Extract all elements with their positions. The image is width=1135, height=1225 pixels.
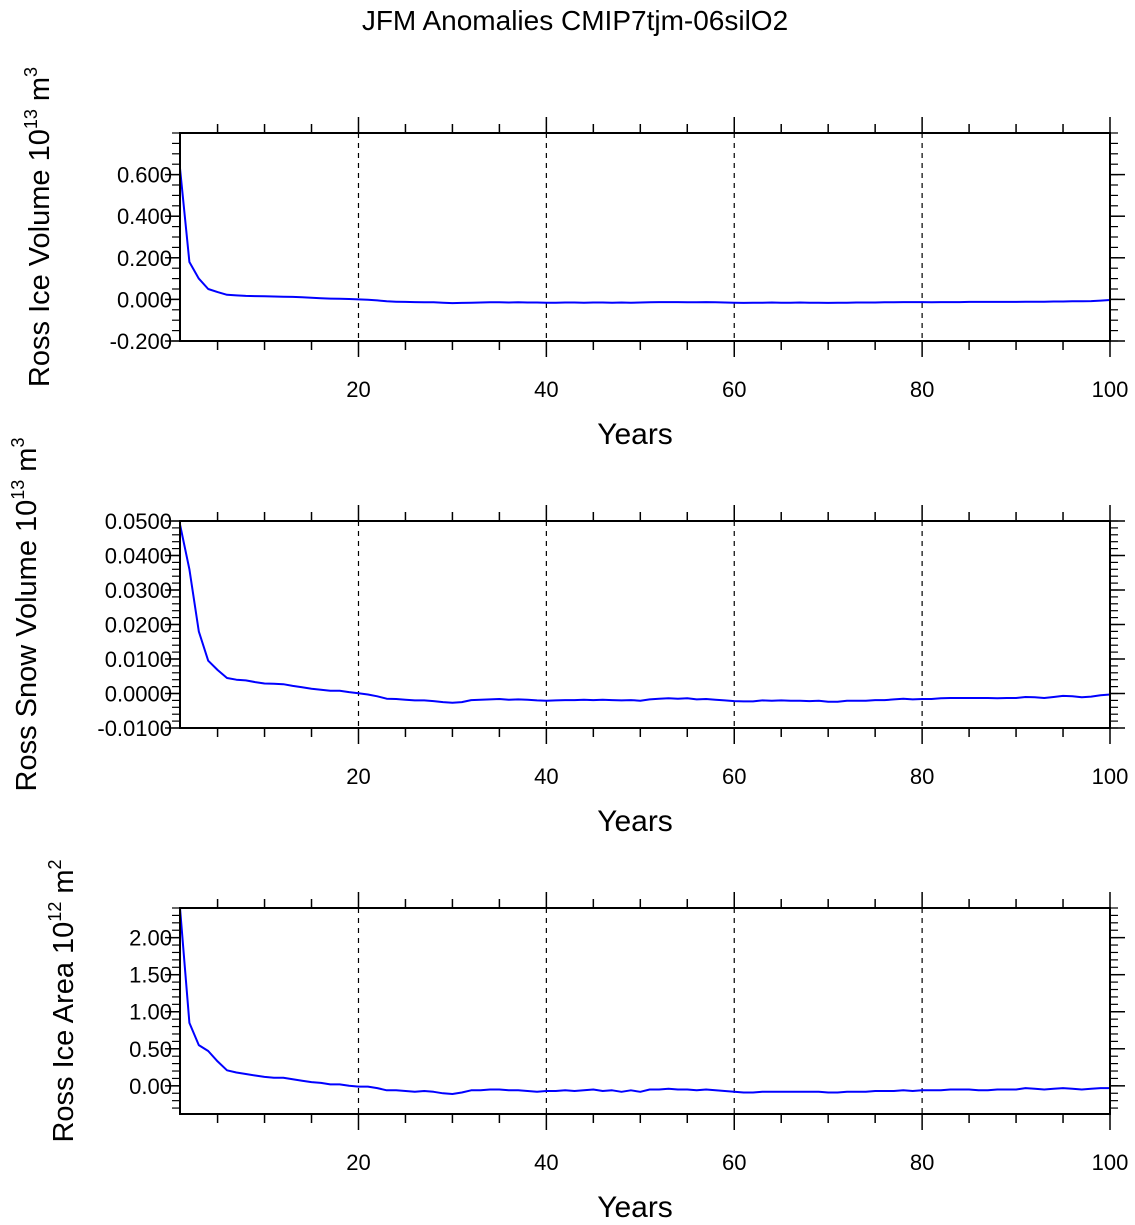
plot-frame [179, 132, 1111, 342]
y-tick-label: 0.50 [129, 1037, 172, 1062]
x-tick-label: 20 [346, 377, 370, 402]
series-line [179, 168, 1111, 305]
y-tick-label: 2.00 [129, 926, 172, 951]
y-tick-label: 1.00 [129, 1000, 172, 1025]
y-tick-label: 0.600 [117, 163, 172, 188]
y-tick-label: 0.0300 [105, 578, 172, 603]
x-tick-label: 100 [1092, 1150, 1129, 1175]
x-axis-label: Years [597, 418, 673, 451]
series-line [179, 907, 1110, 1095]
x-tick-label: 80 [910, 377, 934, 402]
x-tick-label: 40 [534, 764, 558, 789]
x-tick-label: 80 [910, 764, 934, 789]
plot-frame [179, 520, 1111, 729]
x-tick-label: 40 [534, 1150, 558, 1175]
x-tick-label: 20 [346, 764, 370, 789]
y-label-unit-exponent: 3 [8, 438, 28, 448]
x-tick-label: 20 [346, 1150, 370, 1175]
y-tick-label: 0.0100 [105, 647, 172, 672]
x-tick-label: 60 [722, 1150, 746, 1175]
panel-1: 20 40 60 80 100 -0.200 0.000 0.200 0.400 0.600 Yea… [21, 67, 1128, 451]
panel-2: 20 40 60 80 100 -0.0100 0.0000 0.0100 0.0200 0.03… [8, 438, 1128, 839]
x-tick-label: 40 [534, 377, 558, 402]
y-label-text: Ross Ice Volume 10 [24, 129, 56, 387]
series-line [179, 524, 1111, 704]
y-tick-label: 0.200 [117, 246, 172, 271]
y-label-text: Ross Snow Volume 10 [11, 500, 43, 792]
y-label-unit-exponent: 2 [45, 859, 65, 869]
y-label-exponent: 13 [8, 480, 28, 500]
y-axis-label: Ross Ice Volume 1013 m3 [21, 67, 56, 387]
y-tick-label: 0.0200 [105, 613, 172, 638]
x-tick-label: 100 [1092, 377, 1129, 402]
y-tick-label: 0.000 [117, 287, 172, 312]
y-label-unit: m [11, 448, 43, 472]
y-tick-label: 0.0500 [105, 509, 172, 534]
y-tick-label: -0.200 [110, 329, 172, 354]
y-label-unit: m [24, 77, 56, 101]
y-tick-label: 0.0000 [105, 682, 172, 707]
x-axis-label: Years [597, 805, 673, 838]
x-axis-label: Years [597, 1191, 673, 1224]
y-label-exponent: 13 [21, 109, 41, 129]
x-tick-label: 60 [722, 377, 746, 402]
y-tick-label: -0.0100 [97, 716, 172, 741]
y-axis-label: Ross Snow Volume 1013 m3 [8, 438, 43, 792]
panel-3: 20 40 60 80 100 0.00 0.50 1.00 1.50 2.00 Years Ross… [45, 859, 1128, 1224]
y-label-unit: m [48, 869, 80, 893]
y-tick-label: 0.0400 [105, 544, 172, 569]
y-axis-label: Ross Ice Area 1012 m2 [45, 859, 80, 1142]
y-tick-label: 1.50 [129, 963, 172, 988]
chart-title: JFM Anomalies CMIP7tjm-06silO2 [362, 5, 788, 36]
x-tick-label: 80 [910, 1150, 934, 1175]
y-label-exponent: 12 [45, 902, 65, 922]
y-tick-label: 0.00 [129, 1074, 172, 1099]
y-tick-label: 0.400 [117, 204, 172, 229]
y-label-text: Ross Ice Area 10 [48, 922, 80, 1143]
plot-frame [179, 907, 1111, 1115]
x-tick-label: 100 [1092, 764, 1129, 789]
x-tick-label: 60 [722, 764, 746, 789]
y-label-unit-exponent: 3 [21, 67, 41, 77]
